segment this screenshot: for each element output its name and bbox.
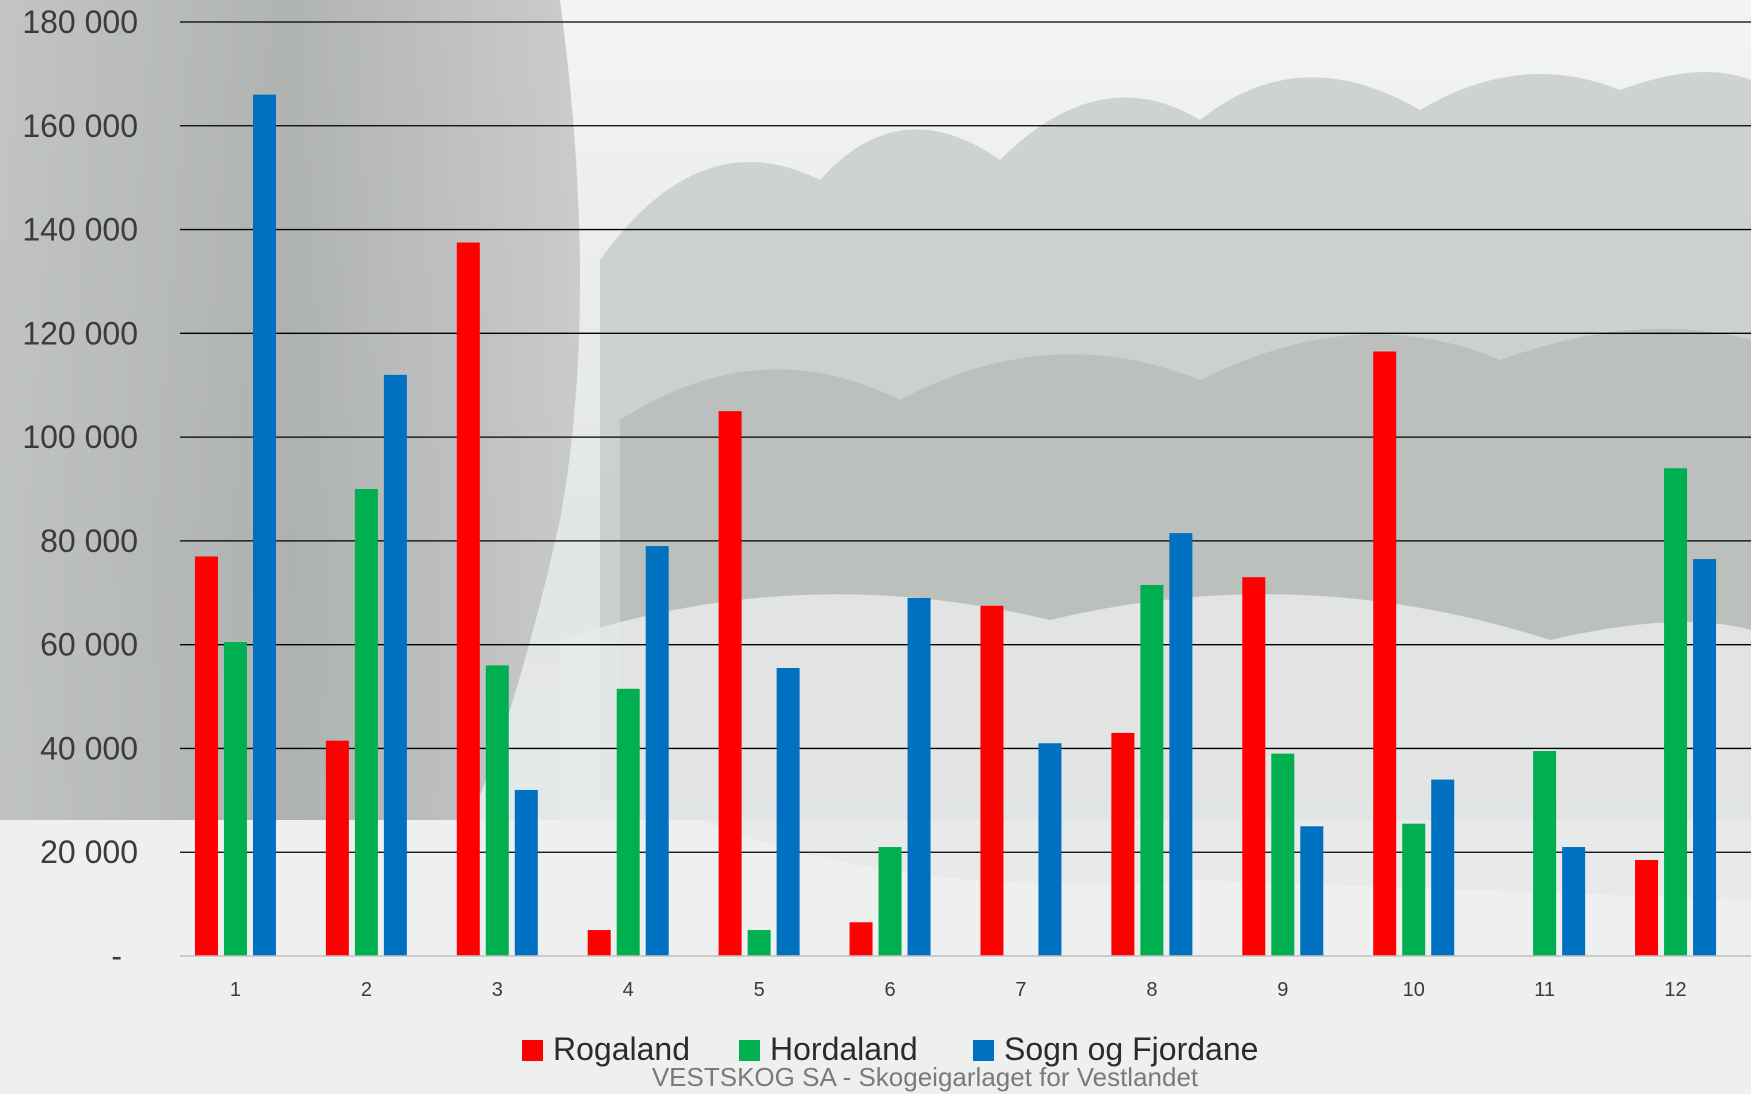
bar-rogaland-7 bbox=[980, 605, 1004, 956]
x-tick-label: 6 bbox=[884, 979, 895, 1001]
bar-rogaland-8 bbox=[1111, 732, 1135, 956]
bar-sogn-og-fjordane-10 bbox=[1431, 779, 1455, 956]
x-tick-label: 3 bbox=[492, 979, 503, 1001]
bar-rogaland-10 bbox=[1373, 351, 1397, 956]
bar-rogaland-5 bbox=[718, 411, 742, 957]
x-tick-label: 8 bbox=[1146, 979, 1157, 1001]
y-tick-label: 100 000 bbox=[22, 419, 138, 455]
y-tick-label: 120 000 bbox=[22, 315, 138, 351]
bar-hordaland-2 bbox=[354, 489, 378, 956]
y-axis-ticks: - 20 000 40 000 60 000 80 000 100 000 120 000 1… bbox=[22, 4, 138, 974]
y-tick-label: 140 000 bbox=[22, 212, 138, 248]
bar-hordaland-9 bbox=[1271, 753, 1295, 956]
bar-sogn-og-fjordane-2 bbox=[383, 374, 407, 956]
bar-rogaland-3 bbox=[456, 242, 480, 956]
x-tick-label: 7 bbox=[1015, 979, 1026, 1001]
legend: Rogaland Hordaland Sogn og Fjordane bbox=[522, 1031, 1258, 1067]
x-tick-label: 12 bbox=[1664, 979, 1686, 1001]
y-tick-label: 160 000 bbox=[22, 108, 138, 144]
bar-sogn-og-fjordane-9 bbox=[1300, 826, 1324, 956]
x-axis-ticks: 1 2 3 4 5 6 7 8 9 10 11 12 bbox=[230, 979, 1687, 1001]
bar-hordaland-6 bbox=[878, 847, 902, 956]
bar-hordaland-11 bbox=[1533, 751, 1557, 956]
bar-sogn-og-fjordane-8 bbox=[1169, 533, 1193, 956]
bar-rogaland-9 bbox=[1242, 577, 1266, 956]
x-tick-label: 10 bbox=[1403, 979, 1425, 1001]
x-tick-label: 5 bbox=[754, 979, 765, 1001]
y-tick-label: 180 000 bbox=[22, 4, 138, 40]
bar-sogn-og-fjordane-11 bbox=[1562, 847, 1586, 956]
bar-sogn-og-fjordane-1 bbox=[252, 94, 276, 956]
footer-text: VESTSKOG SA - Skogeigarlaget for Vestlan… bbox=[652, 1062, 1199, 1092]
bar-hordaland-4 bbox=[616, 688, 640, 956]
legend-label: Sogn og Fjordane bbox=[1004, 1031, 1258, 1067]
legend-swatch-rogaland bbox=[522, 1040, 543, 1061]
bar-sogn-og-fjordane-12 bbox=[1693, 559, 1717, 956]
bar-sogn-og-fjordane-3 bbox=[514, 789, 538, 956]
legend-label: Hordaland bbox=[770, 1031, 918, 1067]
bars bbox=[194, 94, 1717, 957]
y-tick-label: 40 000 bbox=[40, 730, 138, 766]
bar-hordaland-5 bbox=[747, 930, 771, 956]
bar-hordaland-1 bbox=[223, 642, 247, 956]
bar-hordaland-10 bbox=[1402, 823, 1426, 956]
gridlines bbox=[180, 21, 1751, 853]
bar-sogn-og-fjordane-4 bbox=[645, 546, 669, 956]
y-tick-label: - bbox=[111, 938, 122, 974]
bar-sogn-og-fjordane-7 bbox=[1038, 743, 1062, 956]
bar-hordaland-12 bbox=[1664, 468, 1688, 956]
y-tick-label: 60 000 bbox=[40, 627, 138, 663]
bar-hordaland-3 bbox=[485, 665, 509, 956]
bar-hordaland-8 bbox=[1140, 584, 1164, 956]
y-tick-label: 80 000 bbox=[40, 523, 138, 559]
x-tick-label: 11 bbox=[1534, 979, 1555, 1001]
bar-rogaland-6 bbox=[849, 922, 873, 956]
x-tick-label: 2 bbox=[361, 979, 372, 1001]
bar-rogaland-2 bbox=[325, 740, 349, 956]
x-tick-label: 9 bbox=[1277, 979, 1288, 1001]
bar-rogaland-4 bbox=[587, 930, 611, 956]
x-tick-label: 4 bbox=[623, 979, 634, 1001]
bar-sogn-og-fjordane-5 bbox=[776, 668, 800, 956]
bar-sogn-og-fjordane-6 bbox=[907, 597, 931, 956]
legend-swatch-sogn-og-fjordane bbox=[973, 1040, 994, 1061]
x-tick-label: 1 bbox=[230, 979, 241, 1001]
y-tick-label: 20 000 bbox=[40, 834, 138, 870]
legend-swatch-hordaland bbox=[739, 1040, 760, 1061]
bar-rogaland-12 bbox=[1635, 860, 1659, 956]
bar-rogaland-1 bbox=[194, 556, 218, 956]
legend-label: Rogaland bbox=[553, 1031, 690, 1067]
